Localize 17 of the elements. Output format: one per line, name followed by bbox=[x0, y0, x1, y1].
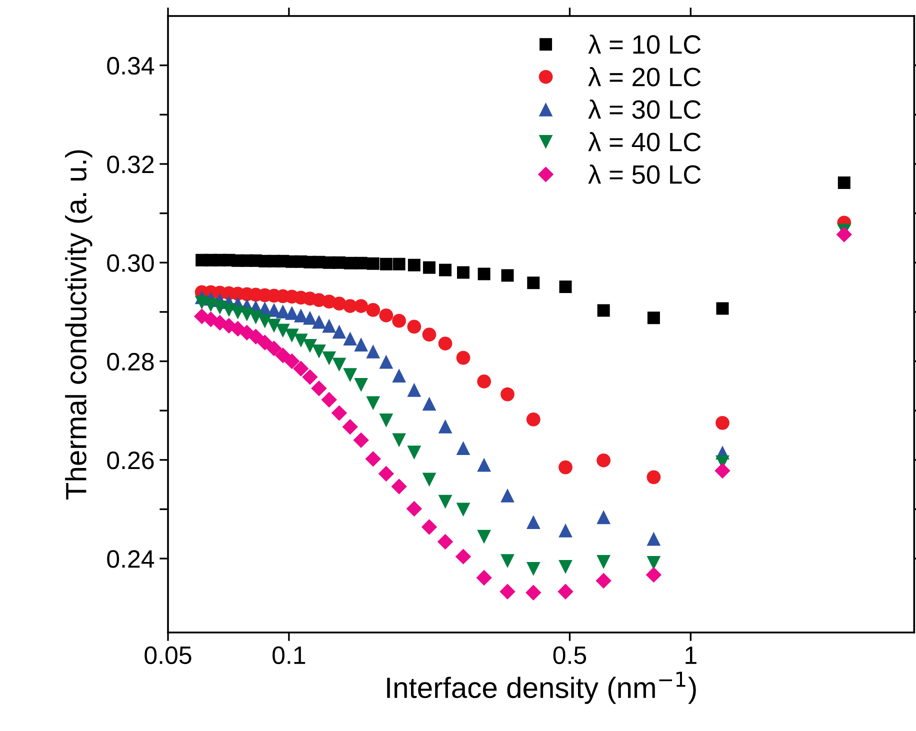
y-tick-label: 0.34 bbox=[107, 56, 154, 75]
x-axis-title: Interface density (nm$^{−1}$) bbox=[387, 672, 696, 704]
y-axis-title: Thermal conductivity (a. u.) bbox=[65, 150, 92, 500]
legend-label: λ = 20 LC bbox=[588, 66, 701, 86]
x-tick-label: 0.1 bbox=[272, 646, 306, 664]
legend-label: λ = 40 LC bbox=[588, 132, 701, 152]
y-tick-label: 0.24 bbox=[107, 550, 154, 568]
y-tick-label: 0.26 bbox=[107, 452, 154, 470]
y-tick-label: 0.30 bbox=[107, 254, 154, 272]
x-tick-label: 1 bbox=[686, 646, 696, 664]
legend-label: λ = 30 LC bbox=[588, 100, 701, 119]
legend-label: λ = 50 LC bbox=[588, 164, 701, 184]
x-tick-label: 0.5 bbox=[553, 646, 586, 664]
legend-label: λ = 10 LC bbox=[588, 34, 701, 54]
y-tick-label: 0.32 bbox=[107, 156, 154, 174]
y-tick-label: 0.28 bbox=[107, 352, 154, 371]
x-tick-label: 0.05 bbox=[144, 646, 192, 664]
